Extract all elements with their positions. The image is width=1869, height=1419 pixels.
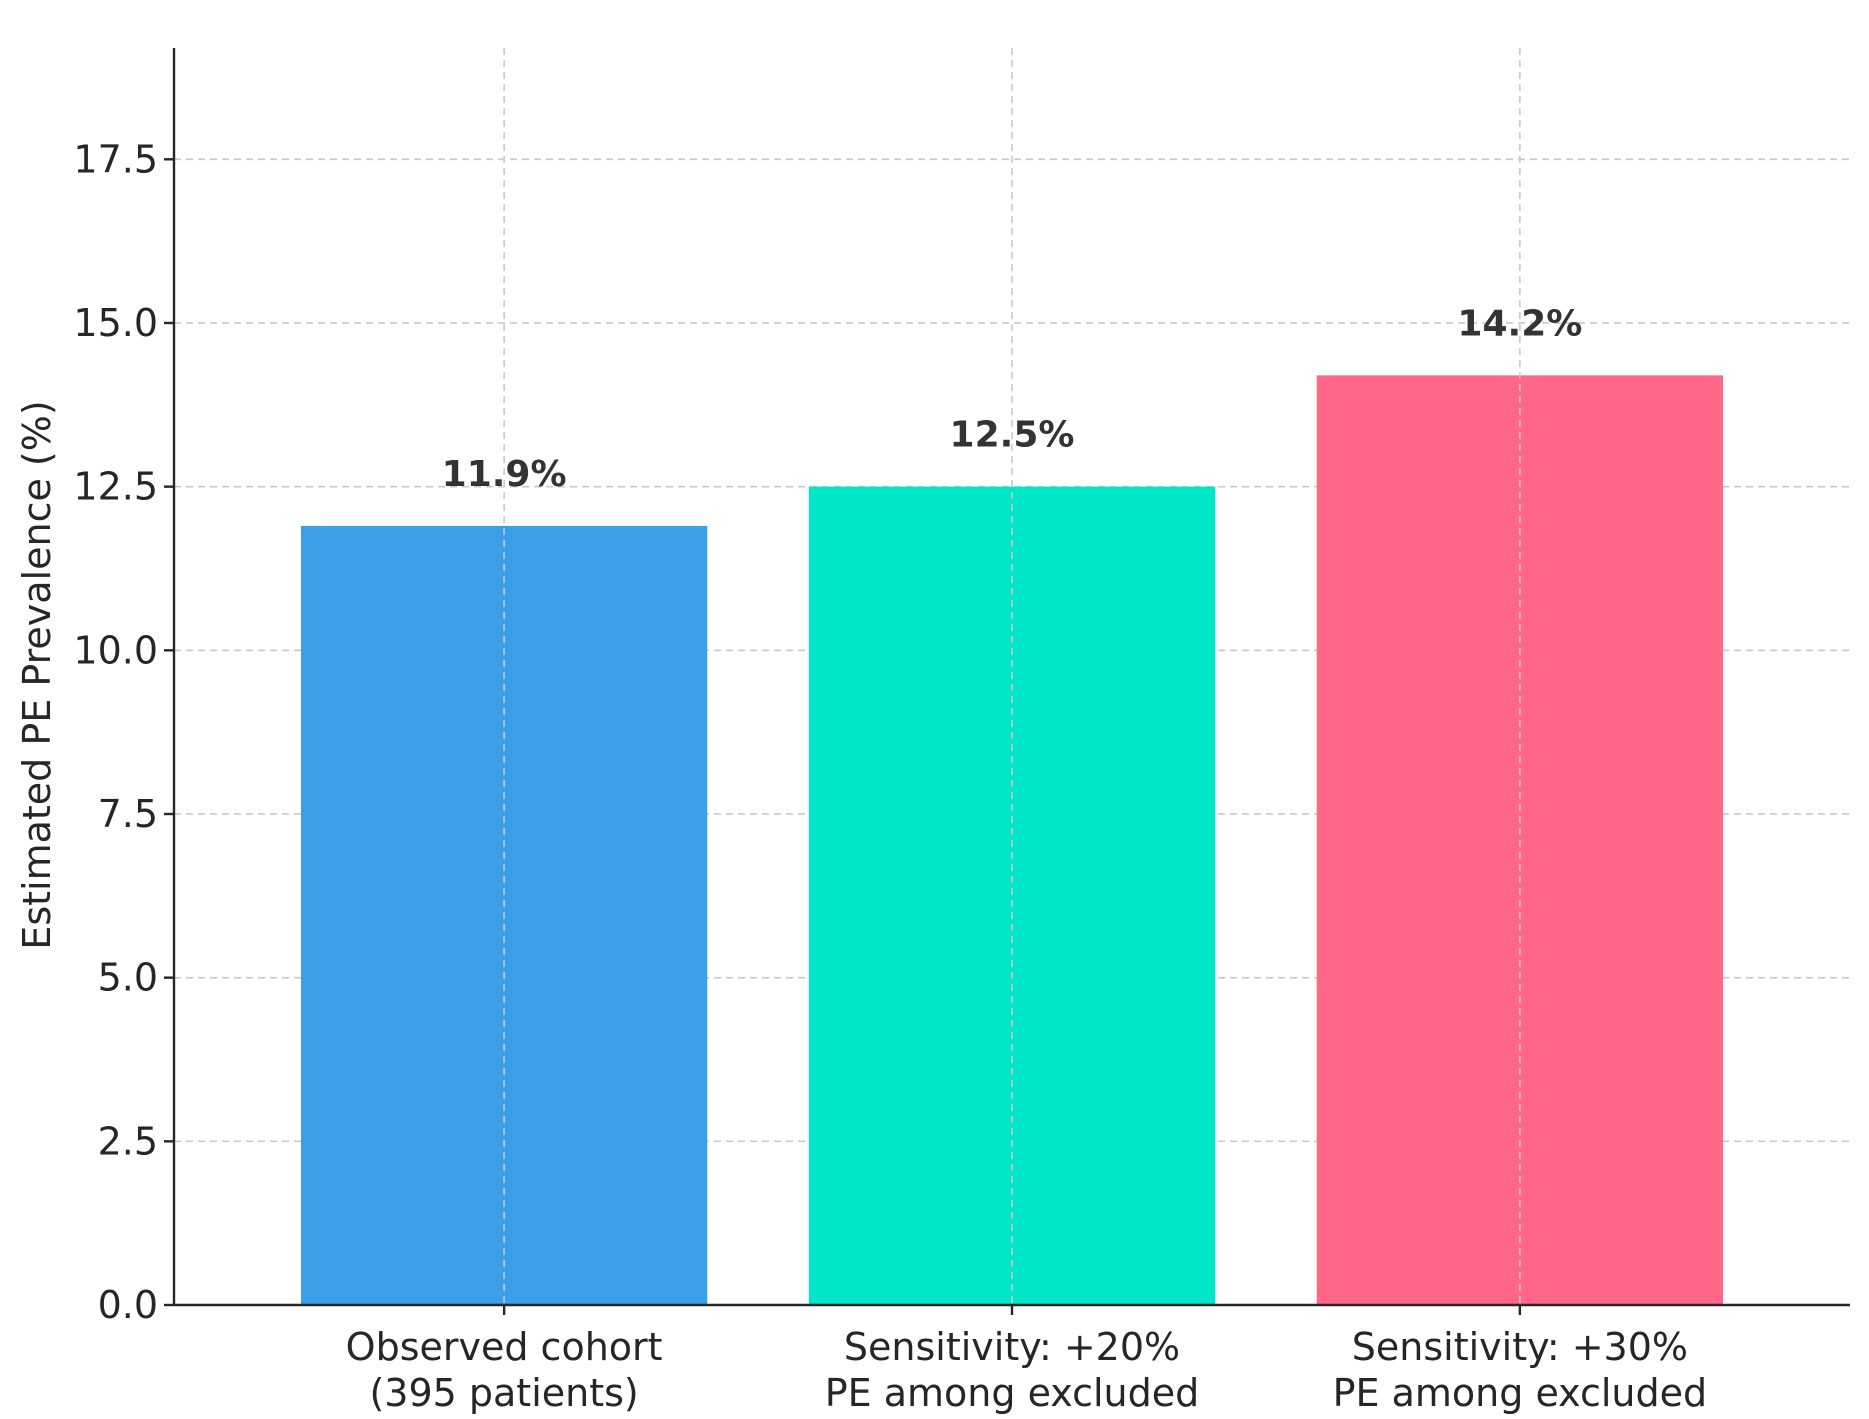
x-tick-label-2-1: PE among excluded bbox=[1333, 1371, 1708, 1415]
x-tick-label-1-0: Sensitivity: +20% bbox=[844, 1325, 1180, 1369]
y-tick-label-1: 2.5 bbox=[98, 1119, 158, 1163]
labels: 0.0 2.5 5.0 7.5 10.0 12.5 15.0 17.5 Observed coh… bbox=[73, 48, 1707, 1415]
y-tick-label-3: 7.5 bbox=[98, 792, 158, 836]
x-tick-label-1-1: PE among excluded bbox=[825, 1371, 1200, 1415]
y-tick-label-2: 5.0 bbox=[98, 956, 158, 1000]
bar-value-label-2: 14.2% bbox=[1457, 303, 1582, 344]
x-tick-label-2-0: Sensitivity: +30% bbox=[1352, 1325, 1688, 1369]
bar-value-label-0: 11.9% bbox=[442, 454, 567, 495]
y-axis-title: Estimated PE Prevalence (%) bbox=[15, 400, 59, 949]
bars bbox=[300, 375, 1724, 1305]
bar-value-label-1: 12.5% bbox=[950, 415, 1075, 456]
x-tick-label-0-0: Observed cohort bbox=[346, 1325, 663, 1369]
y-tick-label-5: 12.5 bbox=[73, 465, 158, 509]
y-tick-label-6: 15.0 bbox=[73, 301, 158, 345]
y-tick-label-0: 0.0 bbox=[98, 1283, 158, 1327]
axes bbox=[164, 48, 1850, 1315]
x-tick-label-0-1: (395 patients) bbox=[369, 1371, 638, 1415]
y-tick-label-4: 10.0 bbox=[73, 628, 158, 672]
y-tick-label-7: 17.5 bbox=[73, 137, 158, 181]
